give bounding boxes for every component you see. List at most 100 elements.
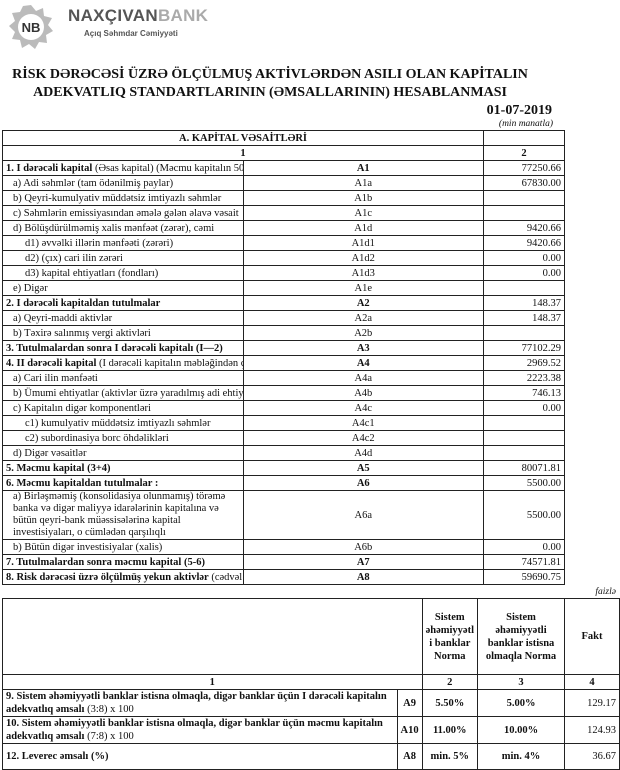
row-code: A1d <box>242 220 484 236</box>
table-row: 6. Məcmu kapitaldan tutulmalar : A6 5500.0… <box>2 475 565 491</box>
header-fakt: Fakt <box>564 598 620 675</box>
table-row: 3. Tutulmalardan sonra I dərəcəli kapita… <box>2 340 565 356</box>
row-code: A2 <box>242 295 484 311</box>
row-code: A6a <box>242 490 484 540</box>
row-code: A1e <box>242 280 484 296</box>
row-code: A4 <box>242 355 484 371</box>
row-value <box>483 445 565 461</box>
row-value: 0.00 <box>483 250 565 266</box>
row-code: A8 <box>242 569 484 585</box>
row-code: A10 <box>396 716 423 744</box>
table-row: 4. II dərəcəli kapital (I dərəcəli kapit… <box>2 355 565 371</box>
table-row: d) Digər vəsaitlər A4d <box>2 445 565 461</box>
row-value: 2969.52 <box>483 355 565 371</box>
table-row: d1) əvvəlki illərin mənfəəti (zərəri) A1d… <box>2 235 565 251</box>
row-value: 0.00 <box>483 400 565 416</box>
row-label: 9. Sistem əhəmiyyətli banklar istisna ol… <box>2 689 398 717</box>
row-label: a) Adi səhmlər (tam ödənilmiş paylar) <box>2 175 244 191</box>
row-code: A6b <box>242 539 484 555</box>
row-label: c1) kumulyativ müddətsiz imtiyazlı səhml… <box>2 415 244 431</box>
row-value: 59690.75 <box>483 569 565 585</box>
row-code: A1b <box>242 190 484 206</box>
row-value: 74571.81 <box>483 554 565 570</box>
table-row: 5. Məcmu kapital (3+4) A5 80071.81 <box>2 460 565 476</box>
table-row: c2) subordinasiya borc öhdəlikləri A4c2 <box>2 430 565 446</box>
row-label: 2. I dərəcəli kapitaldan tutulmalar <box>2 295 244 311</box>
table-row: 8. Risk dərəcəsi üzrə ölçülmüş yekun akt… <box>2 569 565 585</box>
row-code: A9 <box>396 689 423 717</box>
row-label: c2) subordinasiya borc öhdəlikləri <box>2 430 244 446</box>
table-row: b) Ümumi ehtiyatlar (aktivlər üzrə yarad… <box>2 385 565 401</box>
row-value: 9420.66 <box>483 235 565 251</box>
row-value: 77250.66 <box>483 160 565 176</box>
svg-text:NB: NB <box>22 20 41 35</box>
column-number: 2 <box>421 674 479 690</box>
row-label: a) Birləşməmiş (konsolidasiya olunmamış)… <box>2 490 244 540</box>
table-row: a) Adi səhmlər (tam ödənilmiş paylar) A1a… <box>2 175 565 191</box>
row-value: 148.37 <box>483 295 565 311</box>
row-code: A2a <box>242 310 484 326</box>
row-code: A1a <box>242 175 484 191</box>
table-row: e) Digər A1e <box>2 280 565 296</box>
table-row: a) Birləşməmiş (konsolidasiya olunmamış)… <box>2 490 565 540</box>
row-value <box>483 190 565 206</box>
table-row: c) Səhmlərin emissiyasından əmələ gələn … <box>2 205 565 221</box>
table-row: c1) kumulyativ müddətsiz imtiyazlı səhml… <box>2 415 565 431</box>
row-value: 0.00 <box>483 539 565 555</box>
row-label: 10. Sistem əhəmiyyətli banklar istisna o… <box>2 716 398 744</box>
table-row: a) Qeyri-maddi aktivlər A2a 148.37 <box>2 310 565 326</box>
fakt-value: 124.93 <box>564 716 620 744</box>
row-label: 1. I dərəcəli kapital (Əsas kapital) (Mə… <box>2 160 244 176</box>
row-value: 0.00 <box>483 265 565 281</box>
table-row: b) Təxirə salınmış vergi aktivləri A2b <box>2 325 565 341</box>
row-code: A4c2 <box>242 430 484 446</box>
brand-subtitle: Açıq Səhmdar Cəmiyyəti <box>84 29 178 38</box>
row-code: A1c <box>242 205 484 221</box>
row-value <box>483 415 565 431</box>
row-value: 80071.81 <box>483 460 565 476</box>
row-code: A1d3 <box>242 265 484 281</box>
row-value <box>483 430 565 446</box>
column-number: 4 <box>564 674 620 690</box>
row-label: 3. Tutulmalardan sonra I dərəcəli kapita… <box>2 340 244 356</box>
row-code: A6 <box>242 475 484 491</box>
table-row: d) Bölüşdürülməmiş xalis mənfəət (zərər)… <box>2 220 565 236</box>
row-label: 6. Məcmu kapitaldan tutulmalar : <box>2 475 244 491</box>
table-row: 1. I dərəcəli kapital (Əsas kapital) (Mə… <box>2 160 565 176</box>
table-row: 12. Leverec əmsalı (%) A8 min. 5% min. 4… <box>2 743 620 770</box>
row-code: A4d <box>242 445 484 461</box>
row-code: A4b <box>242 385 484 401</box>
ratios-table: Sistem əhəmiyyətl i banklar Norma Sistem… <box>2 598 620 770</box>
fakt-value: 129.17 <box>564 689 620 717</box>
row-value: 148.37 <box>483 310 565 326</box>
row-code: A8 <box>396 743 423 770</box>
row-code: A1d1 <box>242 235 484 251</box>
column-number: 3 <box>477 674 565 690</box>
row-label: 5. Məcmu kapital (3+4) <box>2 460 244 476</box>
row-label: d3) kapital ehtiyatları (fondları) <box>2 265 244 281</box>
section-header: A. KAPİTAL VƏSAİTLƏRİ <box>2 130 484 146</box>
table-row: c) Kapitalın digər komponentləri A4c 0.00 <box>2 400 565 416</box>
row-value: 746.13 <box>483 385 565 401</box>
table-row: b) Qeyri-kumulyativ müddətsiz imtiyazlı … <box>2 190 565 206</box>
table-row: 7. Tutulmalardan sonra məcmu kapital (5-… <box>2 554 565 570</box>
row-value: 77102.29 <box>483 340 565 356</box>
row-value: 2223.38 <box>483 370 565 386</box>
row-value: 5500.00 <box>483 490 565 540</box>
row-label: e) Digər <box>2 280 244 296</box>
fakt-value: 36.67 <box>564 743 620 770</box>
row-code: A3 <box>242 340 484 356</box>
row-value <box>483 205 565 221</box>
table-row: 10. Sistem əhəmiyyətli banklar istisna o… <box>2 716 620 744</box>
norm-other: 10.00% <box>477 716 565 744</box>
report-date: 01-07-2019 <box>486 103 552 118</box>
row-label: d) Bölüşdürülməmiş xalis mənfəət (zərər)… <box>2 220 244 236</box>
row-label: 4. II dərəcəli kapital (I dərəcəli kapit… <box>2 355 244 371</box>
row-label: a) Cari ilin mənfəəti <box>2 370 244 386</box>
row-value: 9420.66 <box>483 220 565 236</box>
row-label: 12. Leverec əmsalı (%) <box>2 743 398 770</box>
row-value: 5500.00 <box>483 475 565 491</box>
row-code: A1 <box>242 160 484 176</box>
header-norm-other: Sistem əhəmiyyətli banklar istisna olmaq… <box>477 598 565 675</box>
